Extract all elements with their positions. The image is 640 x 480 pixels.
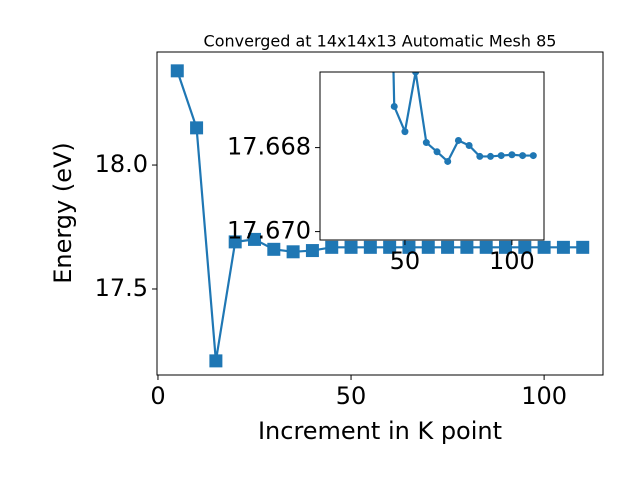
axes-frame	[156, 51, 604, 376]
x-tick-label: 100	[521, 382, 567, 410]
data-point	[248, 232, 262, 246]
data-point	[444, 157, 452, 165]
data-point	[383, 240, 397, 254]
data-point	[476, 152, 484, 160]
x-tick-label: 0	[150, 382, 165, 410]
data-point	[556, 240, 570, 254]
data-point	[518, 240, 532, 254]
data-point	[537, 240, 551, 254]
plot-content	[390, 72, 537, 165]
data-point	[170, 64, 184, 78]
data-point	[487, 152, 495, 160]
data-point	[190, 121, 204, 135]
y-tick-label: 18.0	[95, 150, 148, 178]
data-point	[460, 240, 474, 254]
data-point	[422, 139, 430, 147]
y-axis-label: Energy (eV)	[49, 142, 77, 284]
y-tick-label: 17.668	[227, 133, 311, 161]
data-point	[465, 142, 473, 149]
data-point	[508, 151, 516, 159]
data-point	[479, 240, 493, 254]
data-point	[454, 136, 462, 144]
data-point	[519, 152, 527, 160]
data-point	[498, 240, 512, 254]
data-point	[390, 102, 398, 110]
y-tick-label: 17.670	[227, 217, 311, 245]
data-point	[433, 148, 441, 156]
data-point	[576, 240, 590, 254]
x-tick-label: 50	[390, 247, 421, 275]
data-point	[421, 240, 435, 254]
data-point	[363, 240, 377, 254]
y-tick-label: 17.5	[95, 274, 148, 302]
data-point	[344, 240, 358, 254]
data-point	[529, 152, 537, 160]
series-line	[176, 70, 583, 362]
x-tick-label: 100	[489, 247, 535, 275]
plot-content	[170, 64, 590, 368]
data-point	[441, 240, 455, 254]
data-point	[325, 240, 339, 254]
data-point	[228, 235, 242, 249]
data-point	[267, 242, 281, 256]
chart-title: Converged at 14x14x13 Automatic Mesh 85	[204, 32, 557, 51]
data-point	[305, 244, 319, 258]
data-point	[402, 240, 416, 254]
data-point	[412, 72, 420, 76]
data-point	[209, 354, 223, 368]
axes-frame	[319, 71, 545, 241]
data-point	[286, 245, 300, 259]
data-point	[401, 128, 409, 136]
x-axis-label: Increment in K point	[258, 417, 502, 445]
data-point	[497, 152, 505, 160]
x-tick-label: 50	[336, 382, 367, 410]
